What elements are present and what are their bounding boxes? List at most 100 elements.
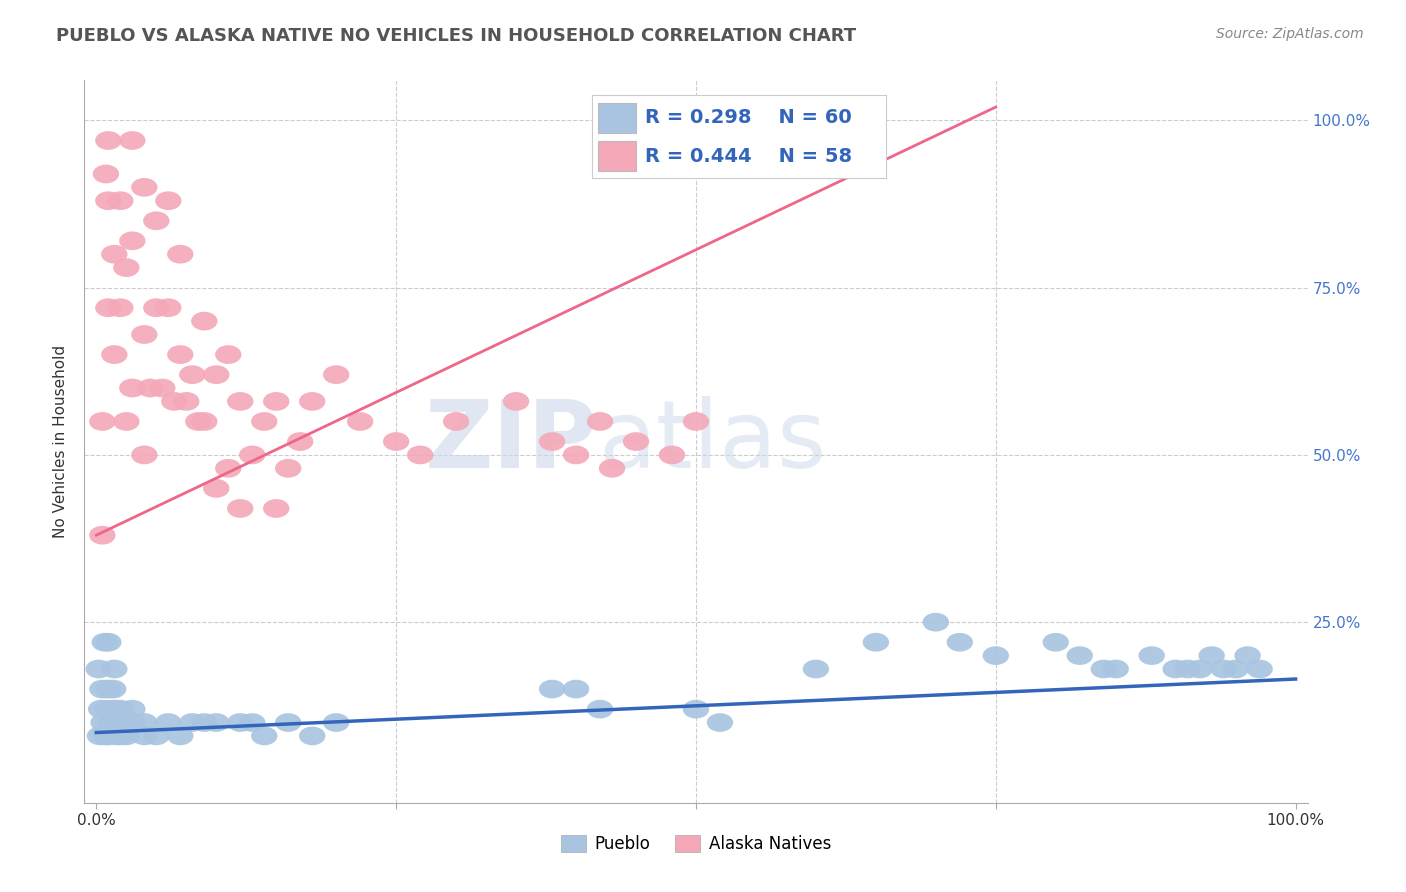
Ellipse shape — [538, 680, 565, 698]
Ellipse shape — [131, 178, 157, 197]
Ellipse shape — [120, 700, 146, 719]
Ellipse shape — [239, 446, 266, 464]
Ellipse shape — [215, 458, 242, 478]
Ellipse shape — [120, 714, 146, 731]
Ellipse shape — [143, 726, 170, 746]
Ellipse shape — [131, 726, 157, 746]
Ellipse shape — [120, 232, 146, 251]
Ellipse shape — [1067, 646, 1092, 665]
Ellipse shape — [683, 700, 709, 719]
Ellipse shape — [406, 446, 433, 464]
Ellipse shape — [252, 726, 277, 746]
Ellipse shape — [202, 714, 229, 731]
Ellipse shape — [131, 446, 157, 464]
Ellipse shape — [299, 726, 325, 746]
Text: ZIP: ZIP — [425, 395, 598, 488]
Ellipse shape — [107, 726, 134, 746]
Ellipse shape — [96, 131, 121, 150]
Ellipse shape — [599, 458, 626, 478]
Ellipse shape — [503, 392, 529, 410]
Ellipse shape — [90, 714, 117, 731]
Ellipse shape — [101, 660, 128, 679]
Ellipse shape — [91, 633, 118, 651]
Ellipse shape — [97, 714, 124, 731]
Ellipse shape — [228, 714, 253, 731]
Ellipse shape — [683, 412, 709, 431]
Ellipse shape — [103, 714, 129, 731]
Ellipse shape — [586, 412, 613, 431]
Ellipse shape — [803, 660, 830, 679]
Ellipse shape — [107, 298, 134, 318]
Ellipse shape — [276, 458, 301, 478]
Ellipse shape — [1234, 646, 1261, 665]
Ellipse shape — [287, 432, 314, 451]
Ellipse shape — [202, 479, 229, 498]
Ellipse shape — [586, 700, 613, 719]
Ellipse shape — [96, 298, 121, 318]
Ellipse shape — [96, 680, 121, 698]
Text: atlas: atlas — [598, 395, 827, 488]
Ellipse shape — [104, 726, 129, 746]
Ellipse shape — [94, 700, 121, 719]
Ellipse shape — [179, 366, 205, 384]
Ellipse shape — [101, 700, 128, 719]
Ellipse shape — [263, 500, 290, 517]
Ellipse shape — [659, 446, 685, 464]
Text: PUEBLO VS ALASKA NATIVE NO VEHICLES IN HOUSEHOLD CORRELATION CHART: PUEBLO VS ALASKA NATIVE NO VEHICLES IN H… — [56, 27, 856, 45]
Y-axis label: No Vehicles in Household: No Vehicles in Household — [53, 345, 69, 538]
Ellipse shape — [131, 714, 157, 731]
Ellipse shape — [863, 633, 889, 651]
Ellipse shape — [623, 432, 650, 451]
Ellipse shape — [228, 500, 253, 517]
Ellipse shape — [215, 345, 242, 364]
Ellipse shape — [562, 680, 589, 698]
Ellipse shape — [131, 326, 157, 343]
Ellipse shape — [1187, 660, 1213, 679]
Ellipse shape — [1222, 660, 1249, 679]
Ellipse shape — [112, 726, 139, 746]
Ellipse shape — [707, 714, 733, 731]
Ellipse shape — [96, 192, 121, 211]
Ellipse shape — [562, 446, 589, 464]
Ellipse shape — [86, 660, 112, 679]
Ellipse shape — [276, 714, 301, 731]
Ellipse shape — [202, 366, 229, 384]
Ellipse shape — [1198, 646, 1225, 665]
Ellipse shape — [239, 714, 266, 731]
Ellipse shape — [443, 412, 470, 431]
Ellipse shape — [155, 192, 181, 211]
Ellipse shape — [191, 714, 218, 731]
Ellipse shape — [179, 714, 205, 731]
Ellipse shape — [100, 680, 127, 698]
Ellipse shape — [89, 526, 115, 544]
Ellipse shape — [101, 345, 128, 364]
Ellipse shape — [87, 726, 112, 746]
Ellipse shape — [112, 412, 139, 431]
Ellipse shape — [120, 131, 146, 150]
Ellipse shape — [167, 726, 194, 746]
Ellipse shape — [107, 192, 134, 211]
Ellipse shape — [946, 633, 973, 651]
Ellipse shape — [382, 432, 409, 451]
Ellipse shape — [323, 366, 350, 384]
Ellipse shape — [1043, 633, 1069, 651]
Ellipse shape — [112, 259, 139, 277]
Ellipse shape — [263, 392, 290, 410]
Ellipse shape — [173, 392, 200, 410]
Ellipse shape — [347, 412, 374, 431]
Ellipse shape — [922, 613, 949, 632]
Ellipse shape — [1102, 660, 1129, 679]
Ellipse shape — [167, 345, 194, 364]
Ellipse shape — [1174, 660, 1201, 679]
Ellipse shape — [252, 412, 277, 431]
Ellipse shape — [143, 298, 170, 318]
Text: Source: ZipAtlas.com: Source: ZipAtlas.com — [1216, 27, 1364, 41]
Ellipse shape — [186, 412, 211, 431]
Ellipse shape — [96, 633, 121, 651]
Ellipse shape — [93, 165, 120, 184]
Ellipse shape — [89, 412, 115, 431]
Ellipse shape — [89, 680, 115, 698]
Ellipse shape — [538, 432, 565, 451]
Ellipse shape — [228, 392, 253, 410]
Ellipse shape — [1091, 660, 1116, 679]
